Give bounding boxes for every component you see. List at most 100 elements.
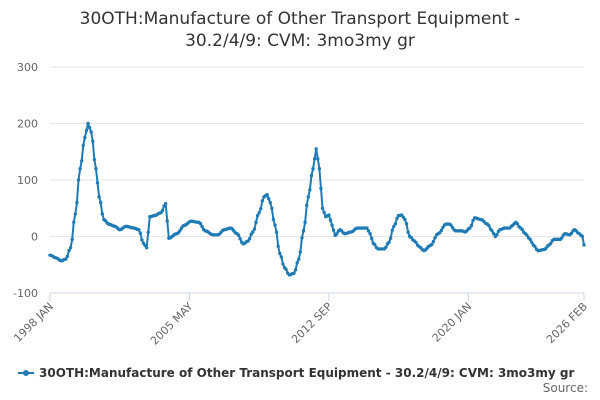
- data-point: [86, 121, 90, 126]
- y-tick-label: 0: [31, 231, 38, 244]
- y-tick-label: 300: [17, 61, 38, 74]
- data-point: [178, 229, 182, 233]
- data-point: [281, 262, 285, 266]
- data-point: [75, 200, 79, 205]
- data-point: [260, 199, 265, 203]
- data-point: [255, 213, 260, 218]
- data-point: [490, 229, 494, 233]
- data-point: [384, 245, 388, 249]
- data-point: [530, 240, 534, 244]
- y-tick-label: -100: [13, 287, 38, 300]
- data-point: [560, 236, 564, 240]
- data-point: [236, 233, 241, 237]
- data-point: [471, 218, 475, 223]
- data-point: [70, 237, 74, 242]
- data-point: [95, 181, 100, 185]
- data-point: [276, 244, 280, 249]
- data-point: [312, 157, 317, 161]
- data-point: [271, 217, 276, 222]
- legend[interactable]: 30OTH:Manufacture of Other Transport Equ…: [18, 364, 593, 382]
- x-tick-label: 2012 SEP: [289, 300, 335, 346]
- data-point: [414, 240, 418, 245]
- data-point: [295, 260, 299, 265]
- data-point: [569, 231, 574, 236]
- legend-label: 30OTH:Manufacture of Other Transport Equ…: [39, 366, 575, 380]
- x-tick-label: 2026 FEB: [544, 300, 590, 346]
- data-point: [406, 230, 410, 234]
- data-point: [449, 223, 453, 227]
- data-point: [99, 200, 103, 205]
- data-point: [580, 234, 585, 239]
- data-point: [528, 237, 532, 242]
- data-point: [390, 228, 394, 232]
- data-point: [303, 220, 307, 225]
- data-point: [469, 223, 474, 228]
- data-point: [144, 246, 149, 250]
- data-point: [259, 207, 263, 211]
- data-point: [247, 237, 252, 241]
- chart-title-line-1: 30OTH:Manufacture of Other Transport Equ…: [79, 9, 521, 29]
- data-point: [251, 230, 255, 234]
- data-point: [330, 223, 334, 227]
- data-point: [404, 222, 409, 226]
- data-point: [292, 271, 296, 275]
- data-point: [582, 243, 586, 247]
- data-point: [314, 147, 318, 151]
- data-point: [266, 196, 271, 201]
- data-point: [368, 231, 372, 236]
- data-point: [433, 236, 437, 240]
- data-point: [72, 220, 76, 225]
- data-point: [430, 242, 434, 247]
- data-point: [252, 227, 257, 231]
- data-point: [549, 241, 553, 246]
- data-point: [270, 206, 274, 210]
- data-point: [146, 230, 150, 234]
- data-point: [328, 218, 333, 222]
- data-point: [331, 228, 336, 232]
- data-point: [365, 226, 369, 230]
- data-point: [305, 203, 309, 208]
- data-point: [301, 229, 306, 233]
- data-point: [68, 246, 73, 250]
- data-point: [297, 257, 301, 261]
- data-point: [388, 236, 393, 240]
- data-point: [79, 159, 84, 163]
- chart-title-line-2: 30.2/4/9: CVM: 3mo3my gr: [185, 31, 415, 51]
- data-point: [91, 139, 95, 143]
- data-point: [495, 233, 499, 237]
- data-point: [65, 254, 70, 258]
- data-point: [165, 219, 169, 223]
- data-point: [327, 213, 331, 217]
- data-point: [198, 221, 203, 226]
- data-point: [395, 216, 399, 220]
- data-point: [373, 242, 377, 247]
- y-tick-label: 200: [17, 118, 38, 131]
- data-point: [83, 135, 87, 140]
- series-line: [49, 122, 585, 276]
- data-point: [87, 126, 92, 130]
- data-point: [273, 223, 277, 227]
- data-point: [393, 221, 398, 226]
- data-point: [306, 195, 310, 199]
- data-point: [73, 212, 78, 216]
- data-point: [94, 167, 98, 171]
- data-point: [320, 206, 325, 210]
- data-point: [317, 167, 322, 171]
- data-point: [140, 238, 144, 242]
- data-point: [81, 143, 85, 148]
- data-point: [268, 200, 272, 205]
- data-point: [279, 255, 284, 259]
- source-label: Source:: [542, 381, 588, 395]
- data-point: [369, 236, 374, 241]
- data-point: [308, 188, 312, 192]
- data-point: [200, 224, 204, 229]
- data-point: [274, 230, 279, 234]
- data-point: [257, 211, 261, 215]
- data-point: [309, 174, 314, 178]
- data-point: [64, 257, 68, 261]
- data-point: [284, 267, 288, 272]
- data-point: [387, 240, 391, 244]
- data-point: [300, 236, 304, 240]
- data-point: [515, 222, 520, 226]
